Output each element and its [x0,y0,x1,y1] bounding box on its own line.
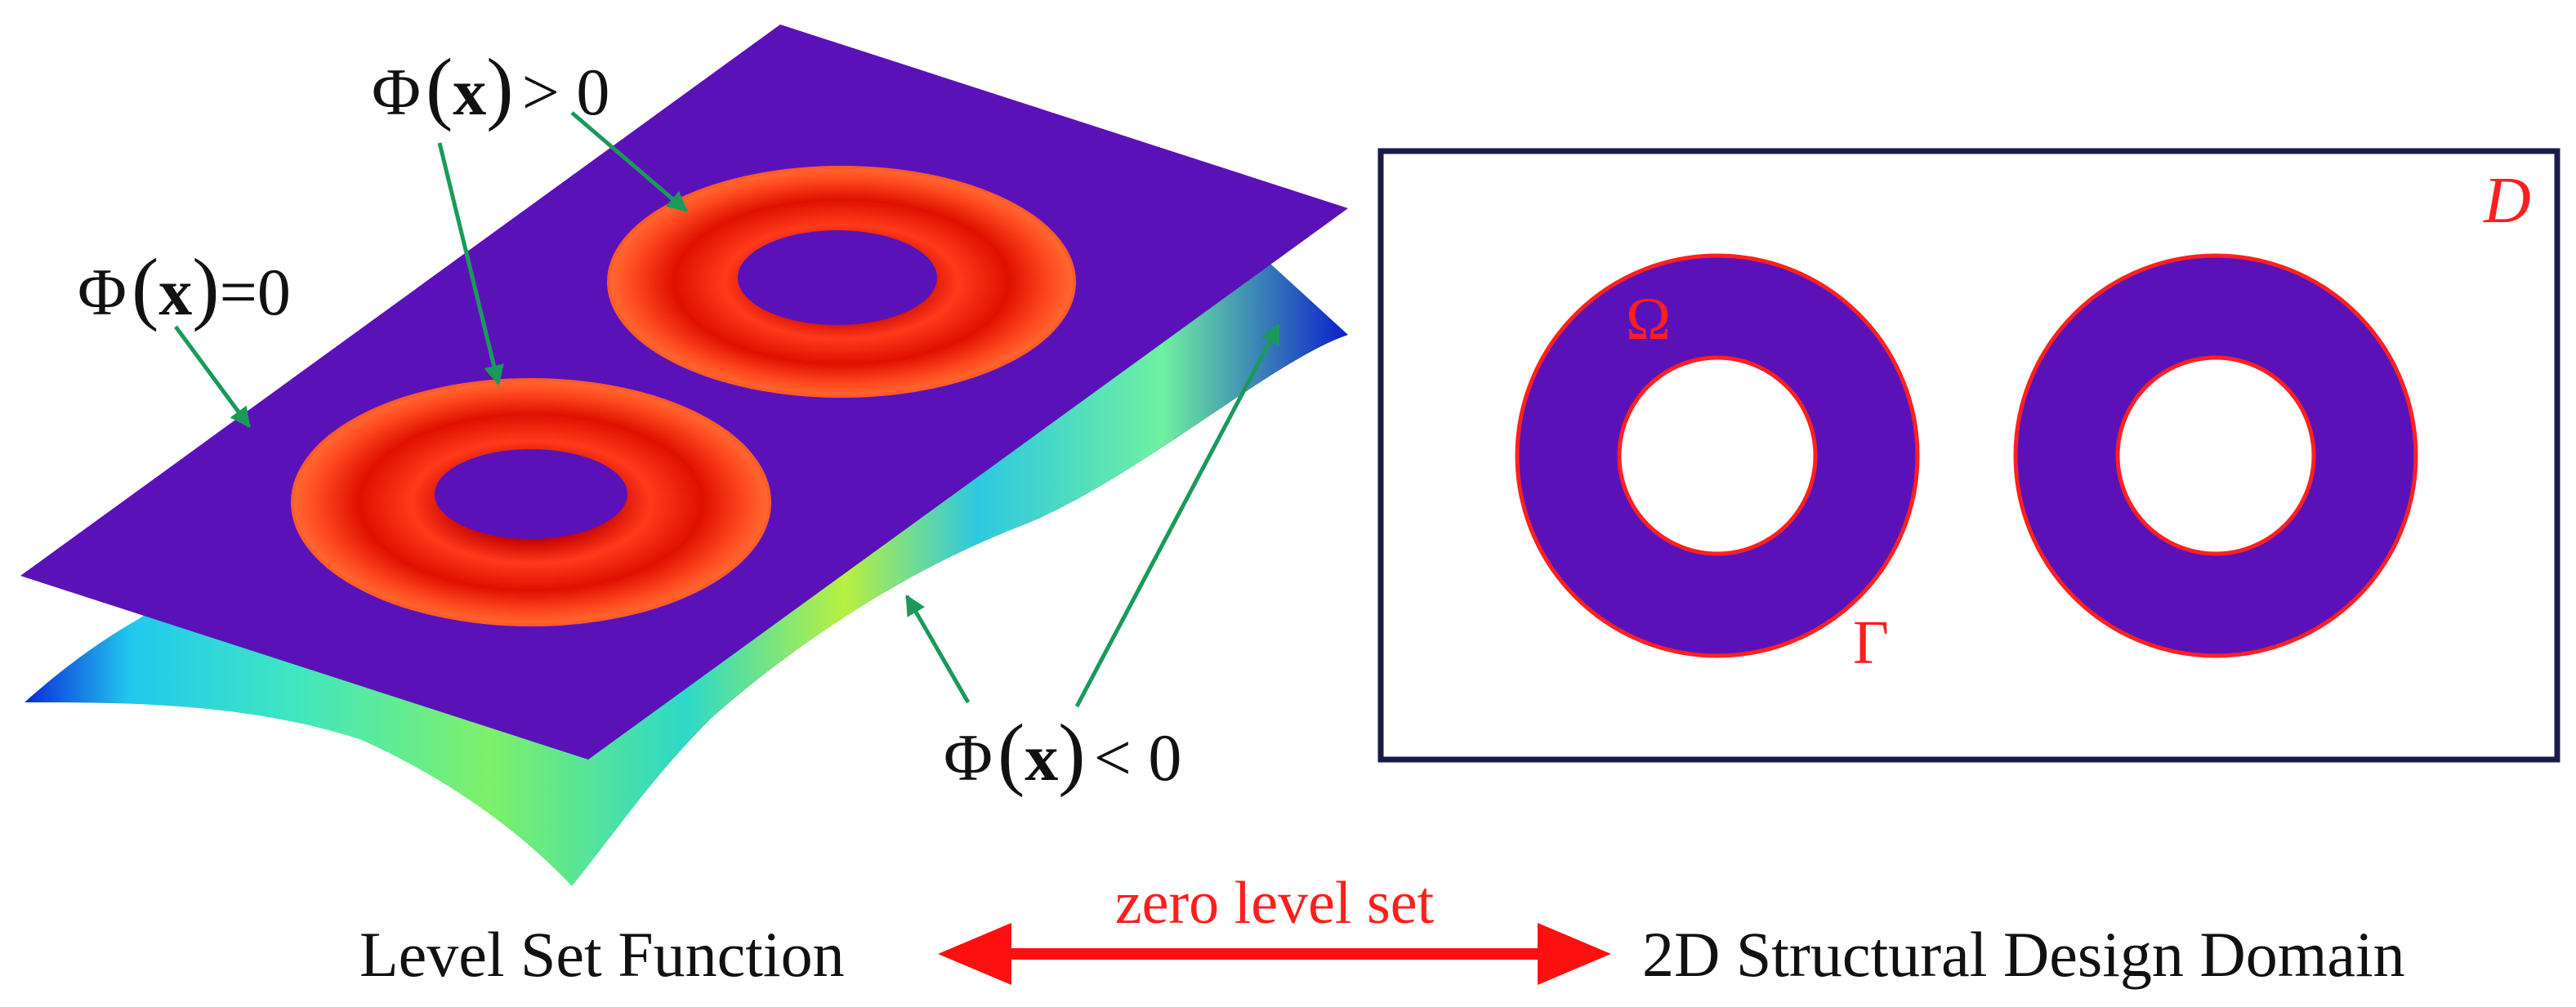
double-arrow [938,923,1611,985]
arrow-phi-zero [173,325,252,429]
label-phi-positive: Φ(x) > 0 [372,42,609,132]
arrow-phi-pos-1 [437,142,504,386]
torus-right [607,166,1076,398]
label-omega: Ω [1626,286,1671,353]
arrow-phi-neg-2 [1074,323,1281,708]
label-phi-negative: Φ(x) < 0 [944,707,1181,798]
captions: Level Set Function zero level set 2D Str… [359,870,2405,990]
level-set-function-plot: Φ(x) > 0 Φ(x)=0 Φ(x) < 0 [20,25,1348,886]
caption-2d-structural-design-domain: 2D Structural Design Domain [1642,919,2405,990]
arrow-phi-pos-2 [570,111,688,212]
arrow-phi-neg-1 [904,594,971,704]
ring-left [1515,253,1920,658]
torus-left [291,378,771,626]
caption-level-set-function: Level Set Function [359,919,845,990]
ring-right [2013,253,2418,658]
label-domain-d: D [2483,165,2531,237]
caption-zero-level-set: zero level set [1115,870,1435,937]
label-phi-zero: Φ(x)=0 [78,242,291,332]
design-domain-panel: D Ω Γ [1377,148,2560,763]
label-gamma: Γ [1853,608,1889,677]
